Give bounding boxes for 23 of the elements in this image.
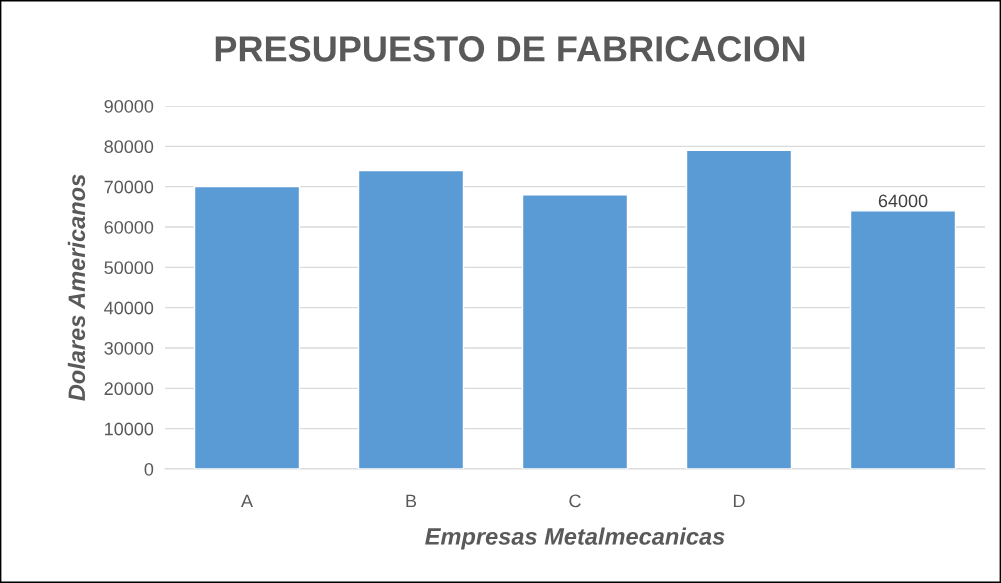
bar <box>357 169 465 469</box>
bar <box>521 194 629 469</box>
y-tick-label: 60000 <box>104 220 154 234</box>
x-axis-title: Empresas Metalmecanicas <box>425 527 725 550</box>
x-tick-label: B <box>406 494 417 508</box>
y-tick-label: 50000 <box>104 261 154 275</box>
y-tick-label: 90000 <box>104 99 154 113</box>
y-tick-label: 70000 <box>104 180 154 194</box>
bar <box>193 185 301 469</box>
y-tick-label: 30000 <box>104 341 154 355</box>
x-tick-label: D <box>733 494 745 508</box>
y-tick-label: 40000 <box>104 301 154 315</box>
y-tick-label: 80000 <box>104 140 154 154</box>
data-label: 64000 <box>878 194 928 208</box>
bar <box>849 210 957 469</box>
y-tick-label: 0 <box>144 462 154 476</box>
y-tick-label: 10000 <box>105 422 154 436</box>
x-tick-label: C <box>569 494 581 508</box>
bar <box>685 149 793 469</box>
y-axis-title: Dolares Americanos <box>67 174 86 401</box>
x-tick-label: A <box>241 494 253 508</box>
chart-title: PRESUPUESTO DE FABRICACION <box>215 36 805 62</box>
y-tick-label: 20000 <box>104 382 154 396</box>
